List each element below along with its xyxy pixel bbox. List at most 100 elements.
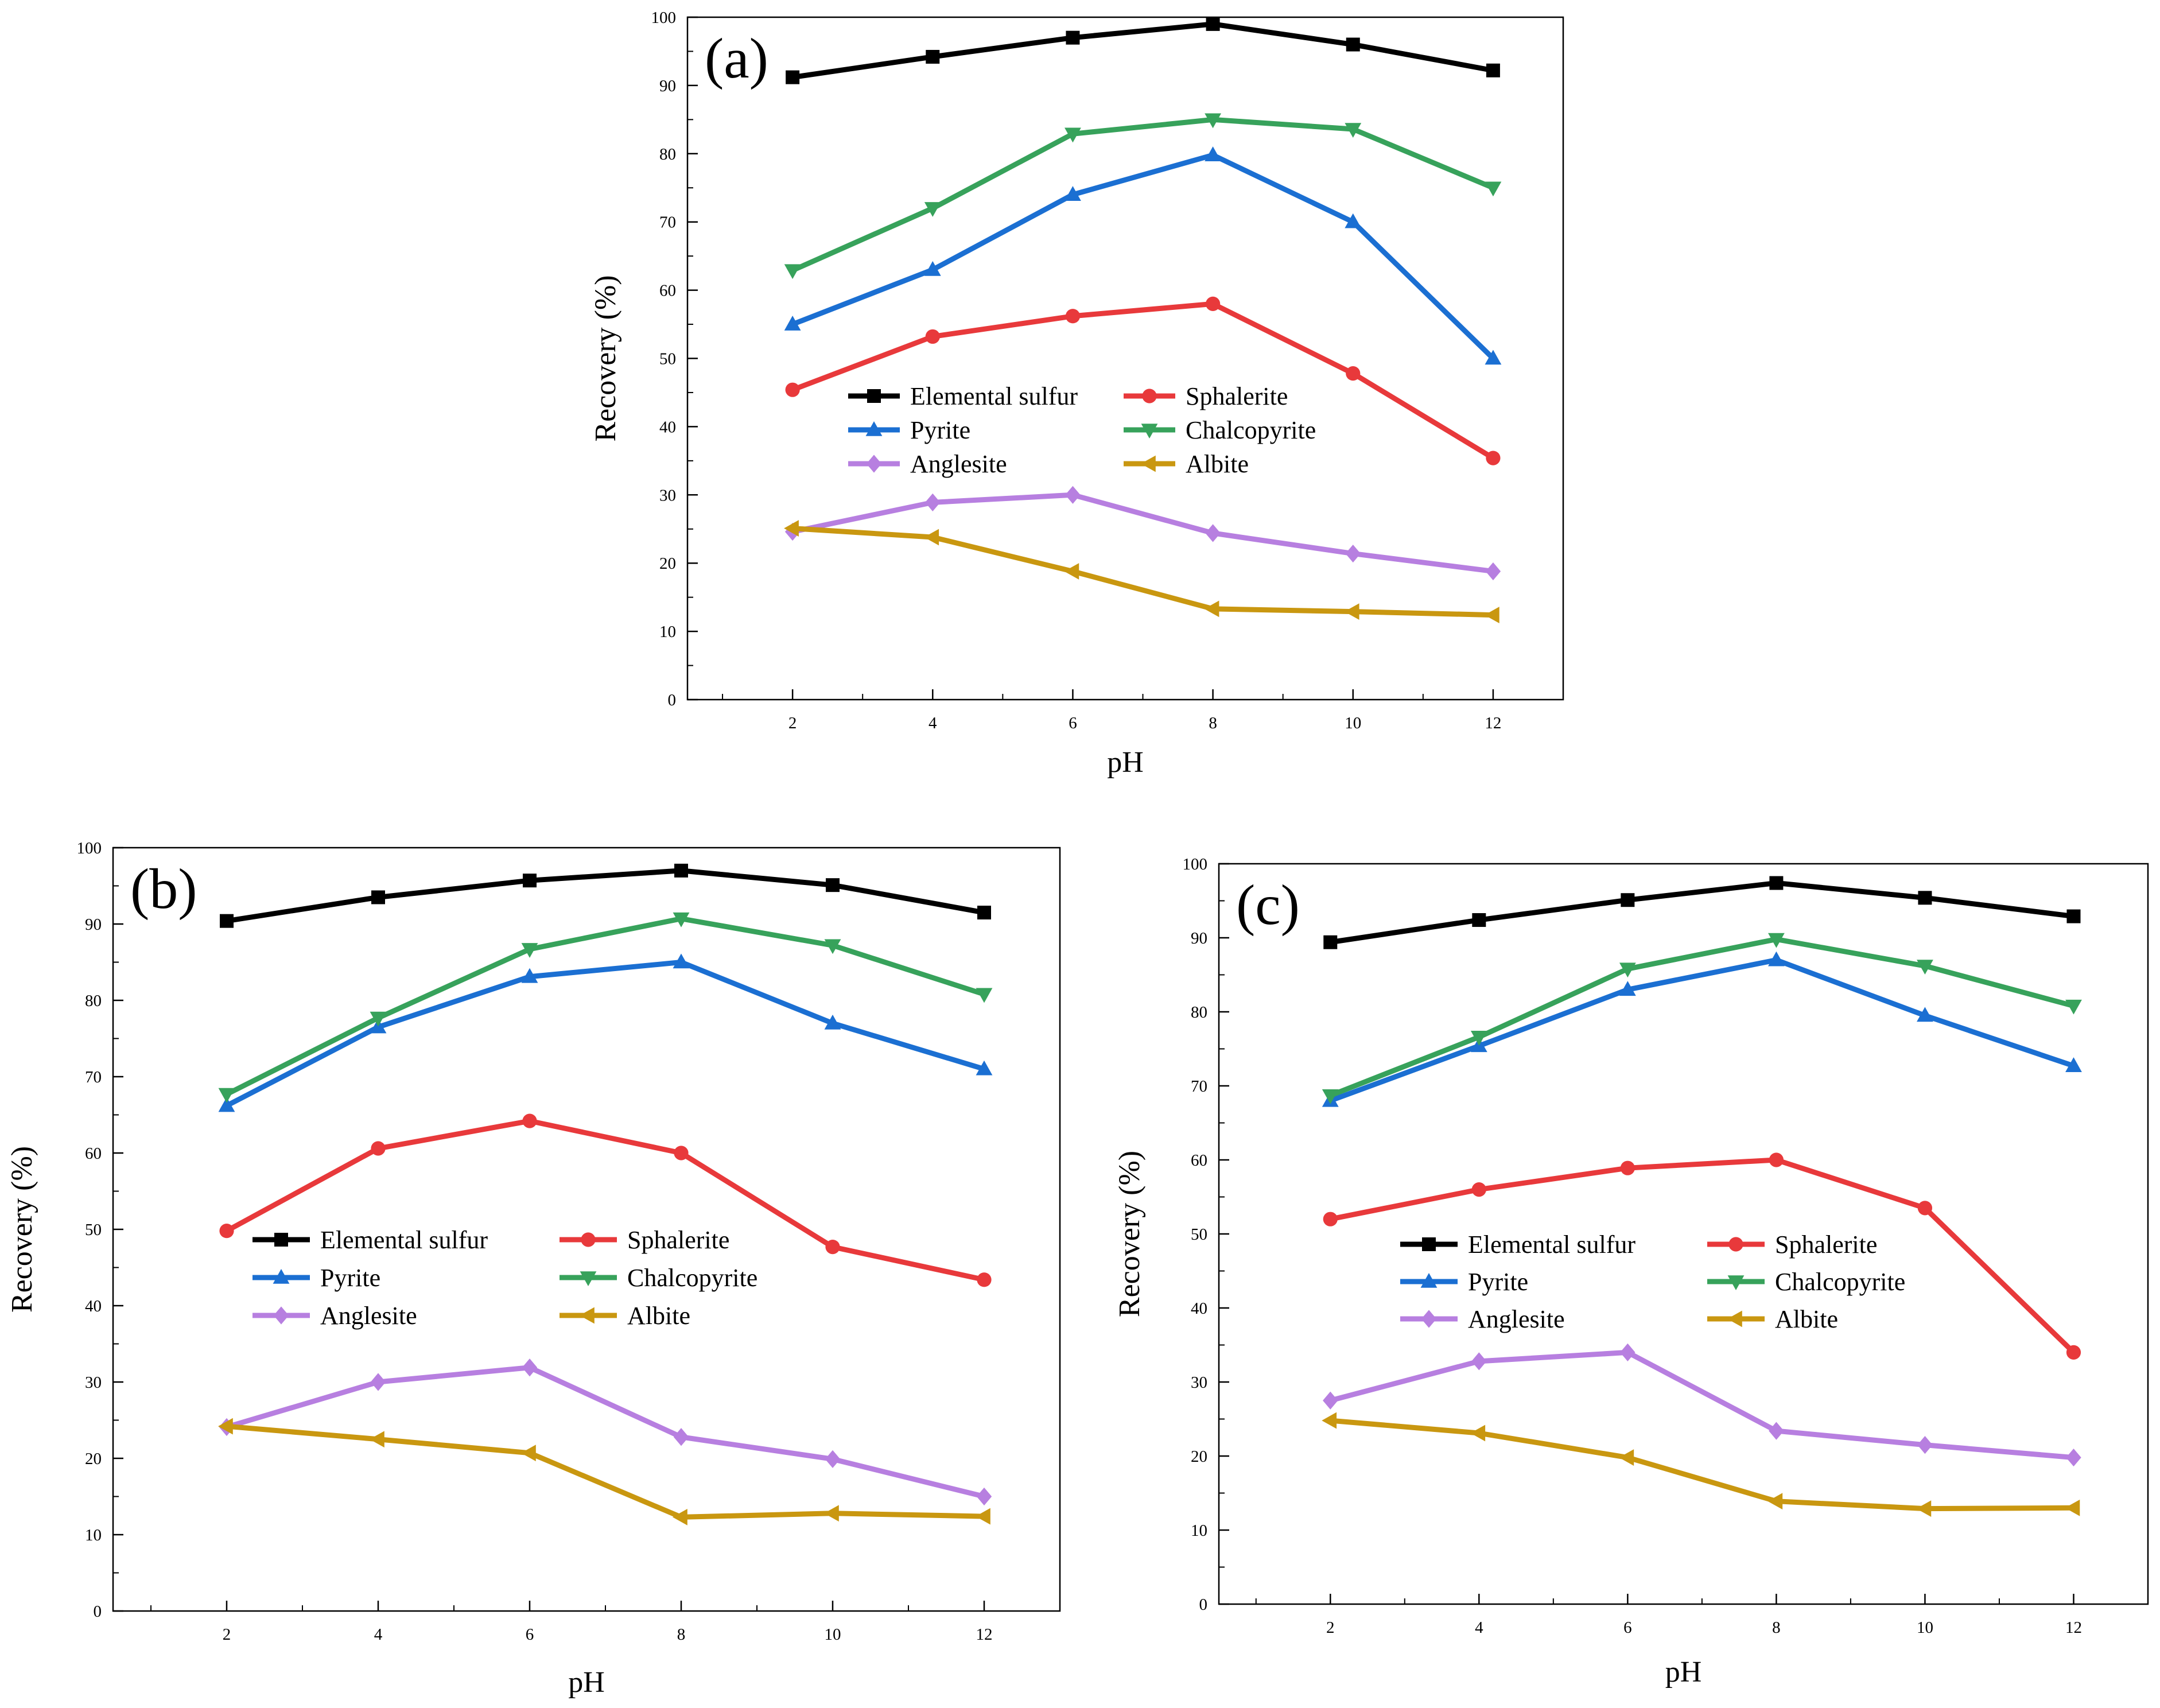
data-point xyxy=(1065,186,1081,201)
legend-label: Albite xyxy=(1186,450,1249,478)
panel-label: (c) xyxy=(1236,873,1300,937)
series-chalcopyrite xyxy=(784,113,1502,280)
x-tick-label: 4 xyxy=(374,1625,383,1644)
series-line xyxy=(225,1118,985,1283)
legend-item: Chalcopyrite xyxy=(1707,1268,1905,1296)
y-tick-label: 20 xyxy=(659,554,676,573)
data-point xyxy=(977,1272,992,1287)
plot-frame xyxy=(112,847,1061,1612)
legend-item: Chalcopyrite xyxy=(1124,416,1316,444)
x-tick-label: 4 xyxy=(929,714,937,732)
data-point xyxy=(220,914,234,928)
x-tick-label: 2 xyxy=(1326,1618,1335,1637)
data-point xyxy=(1345,213,1362,228)
y-axis-title: Recovery (%) xyxy=(589,275,622,441)
series-pyrite xyxy=(1322,951,2082,1107)
data-point xyxy=(1769,1152,1784,1167)
y-tick-label: 70 xyxy=(85,1068,102,1086)
series-line xyxy=(226,1365,985,1499)
data-point xyxy=(1768,933,1785,948)
data-point xyxy=(826,878,840,892)
legend-label: Chalcopyrite xyxy=(1186,416,1316,444)
legend-label: Anglesite xyxy=(1468,1305,1565,1333)
data-point xyxy=(824,1014,841,1030)
legend-marker xyxy=(581,1232,596,1247)
data-point xyxy=(784,264,801,280)
y-tick-label: 30 xyxy=(659,486,676,504)
data-point xyxy=(1769,876,1784,890)
y-tick-label: 40 xyxy=(659,418,676,436)
y-tick-label: 40 xyxy=(1191,1299,1207,1318)
data-point xyxy=(1064,563,1079,580)
data-point xyxy=(1485,350,1502,365)
data-point xyxy=(1065,309,1081,324)
y-tick-label: 0 xyxy=(668,691,677,709)
legend-label: Sphalerite xyxy=(627,1226,729,1254)
y-tick-label: 0 xyxy=(94,1602,102,1621)
legend-marker xyxy=(865,421,883,436)
data-point xyxy=(521,968,538,983)
series-elemental-sulfur xyxy=(220,863,991,928)
data-point xyxy=(673,953,690,969)
legend-item: Anglesite xyxy=(848,450,1007,478)
x-tick-label: 6 xyxy=(526,1625,534,1644)
data-point xyxy=(1484,607,1499,623)
series-line xyxy=(226,1423,985,1520)
y-tick-label: 60 xyxy=(659,282,676,300)
y-tick-label: 10 xyxy=(85,1526,102,1544)
data-point xyxy=(1486,63,1500,77)
data-point xyxy=(1619,1449,1634,1466)
legend-label: Chalcopyrite xyxy=(627,1264,757,1292)
data-point xyxy=(371,890,385,905)
x-tick-label: 8 xyxy=(1209,714,1217,732)
data-point xyxy=(218,1088,235,1103)
data-point xyxy=(925,493,941,511)
data-point xyxy=(1344,603,1359,620)
data-point xyxy=(674,863,688,878)
x-tick-label: 12 xyxy=(2065,1618,2082,1637)
data-point xyxy=(1917,960,1933,975)
series-line xyxy=(792,492,1494,574)
data-point xyxy=(1471,1182,1486,1197)
series-elemental-sulfur xyxy=(1323,876,2081,949)
legend-label: Elemental sulfur xyxy=(320,1226,488,1254)
series-elemental-sulfur xyxy=(786,17,1500,84)
x-tick-label: 10 xyxy=(825,1625,841,1644)
y-axis-title: Recovery (%) xyxy=(6,1146,38,1313)
data-point xyxy=(1918,891,1932,905)
data-point xyxy=(1485,181,1502,197)
legend-item: Albite xyxy=(1707,1305,1838,1333)
y-tick-label: 80 xyxy=(659,145,676,164)
legend-item: Anglesite xyxy=(252,1302,417,1330)
chart-a: 0 10 20 30 40 50 60 70 80 90 100 2 4 6 8 10 12 pH Recovery… xyxy=(589,9,1564,779)
series-line xyxy=(225,960,985,1108)
legend-marker xyxy=(273,1306,289,1325)
legend-marker xyxy=(580,1271,597,1286)
legend-marker xyxy=(1727,1310,1742,1327)
data-point xyxy=(1065,486,1081,504)
legend-marker xyxy=(1142,389,1157,403)
series-pyrite xyxy=(218,953,993,1112)
x-axis-title: pH xyxy=(1107,746,1144,779)
data-point xyxy=(1065,127,1081,143)
data-point xyxy=(673,1428,689,1446)
data-point xyxy=(521,1445,536,1462)
legend-label: Albite xyxy=(627,1302,690,1330)
data-point xyxy=(2065,1499,2080,1516)
data-point xyxy=(674,1146,689,1160)
data-point xyxy=(1346,37,1360,52)
data-point xyxy=(784,520,799,537)
data-point xyxy=(976,1060,993,1076)
data-point xyxy=(1206,17,1220,31)
series-pyrite xyxy=(784,146,1502,365)
data-point xyxy=(673,912,690,927)
legend-label: Anglesite xyxy=(320,1302,417,1330)
data-point xyxy=(925,329,940,344)
data-point xyxy=(1916,1500,1932,1517)
legend-item: Pyrite xyxy=(848,416,970,444)
legend-item: Sphalerite xyxy=(1707,1230,1877,1259)
data-point xyxy=(1917,1201,1933,1216)
y-tick-label: 90 xyxy=(85,915,102,934)
data-point xyxy=(824,939,841,954)
data-point xyxy=(1346,366,1361,381)
